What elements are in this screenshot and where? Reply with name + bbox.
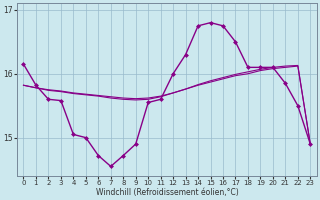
X-axis label: Windchill (Refroidissement éolien,°C): Windchill (Refroidissement éolien,°C) (96, 188, 238, 197)
